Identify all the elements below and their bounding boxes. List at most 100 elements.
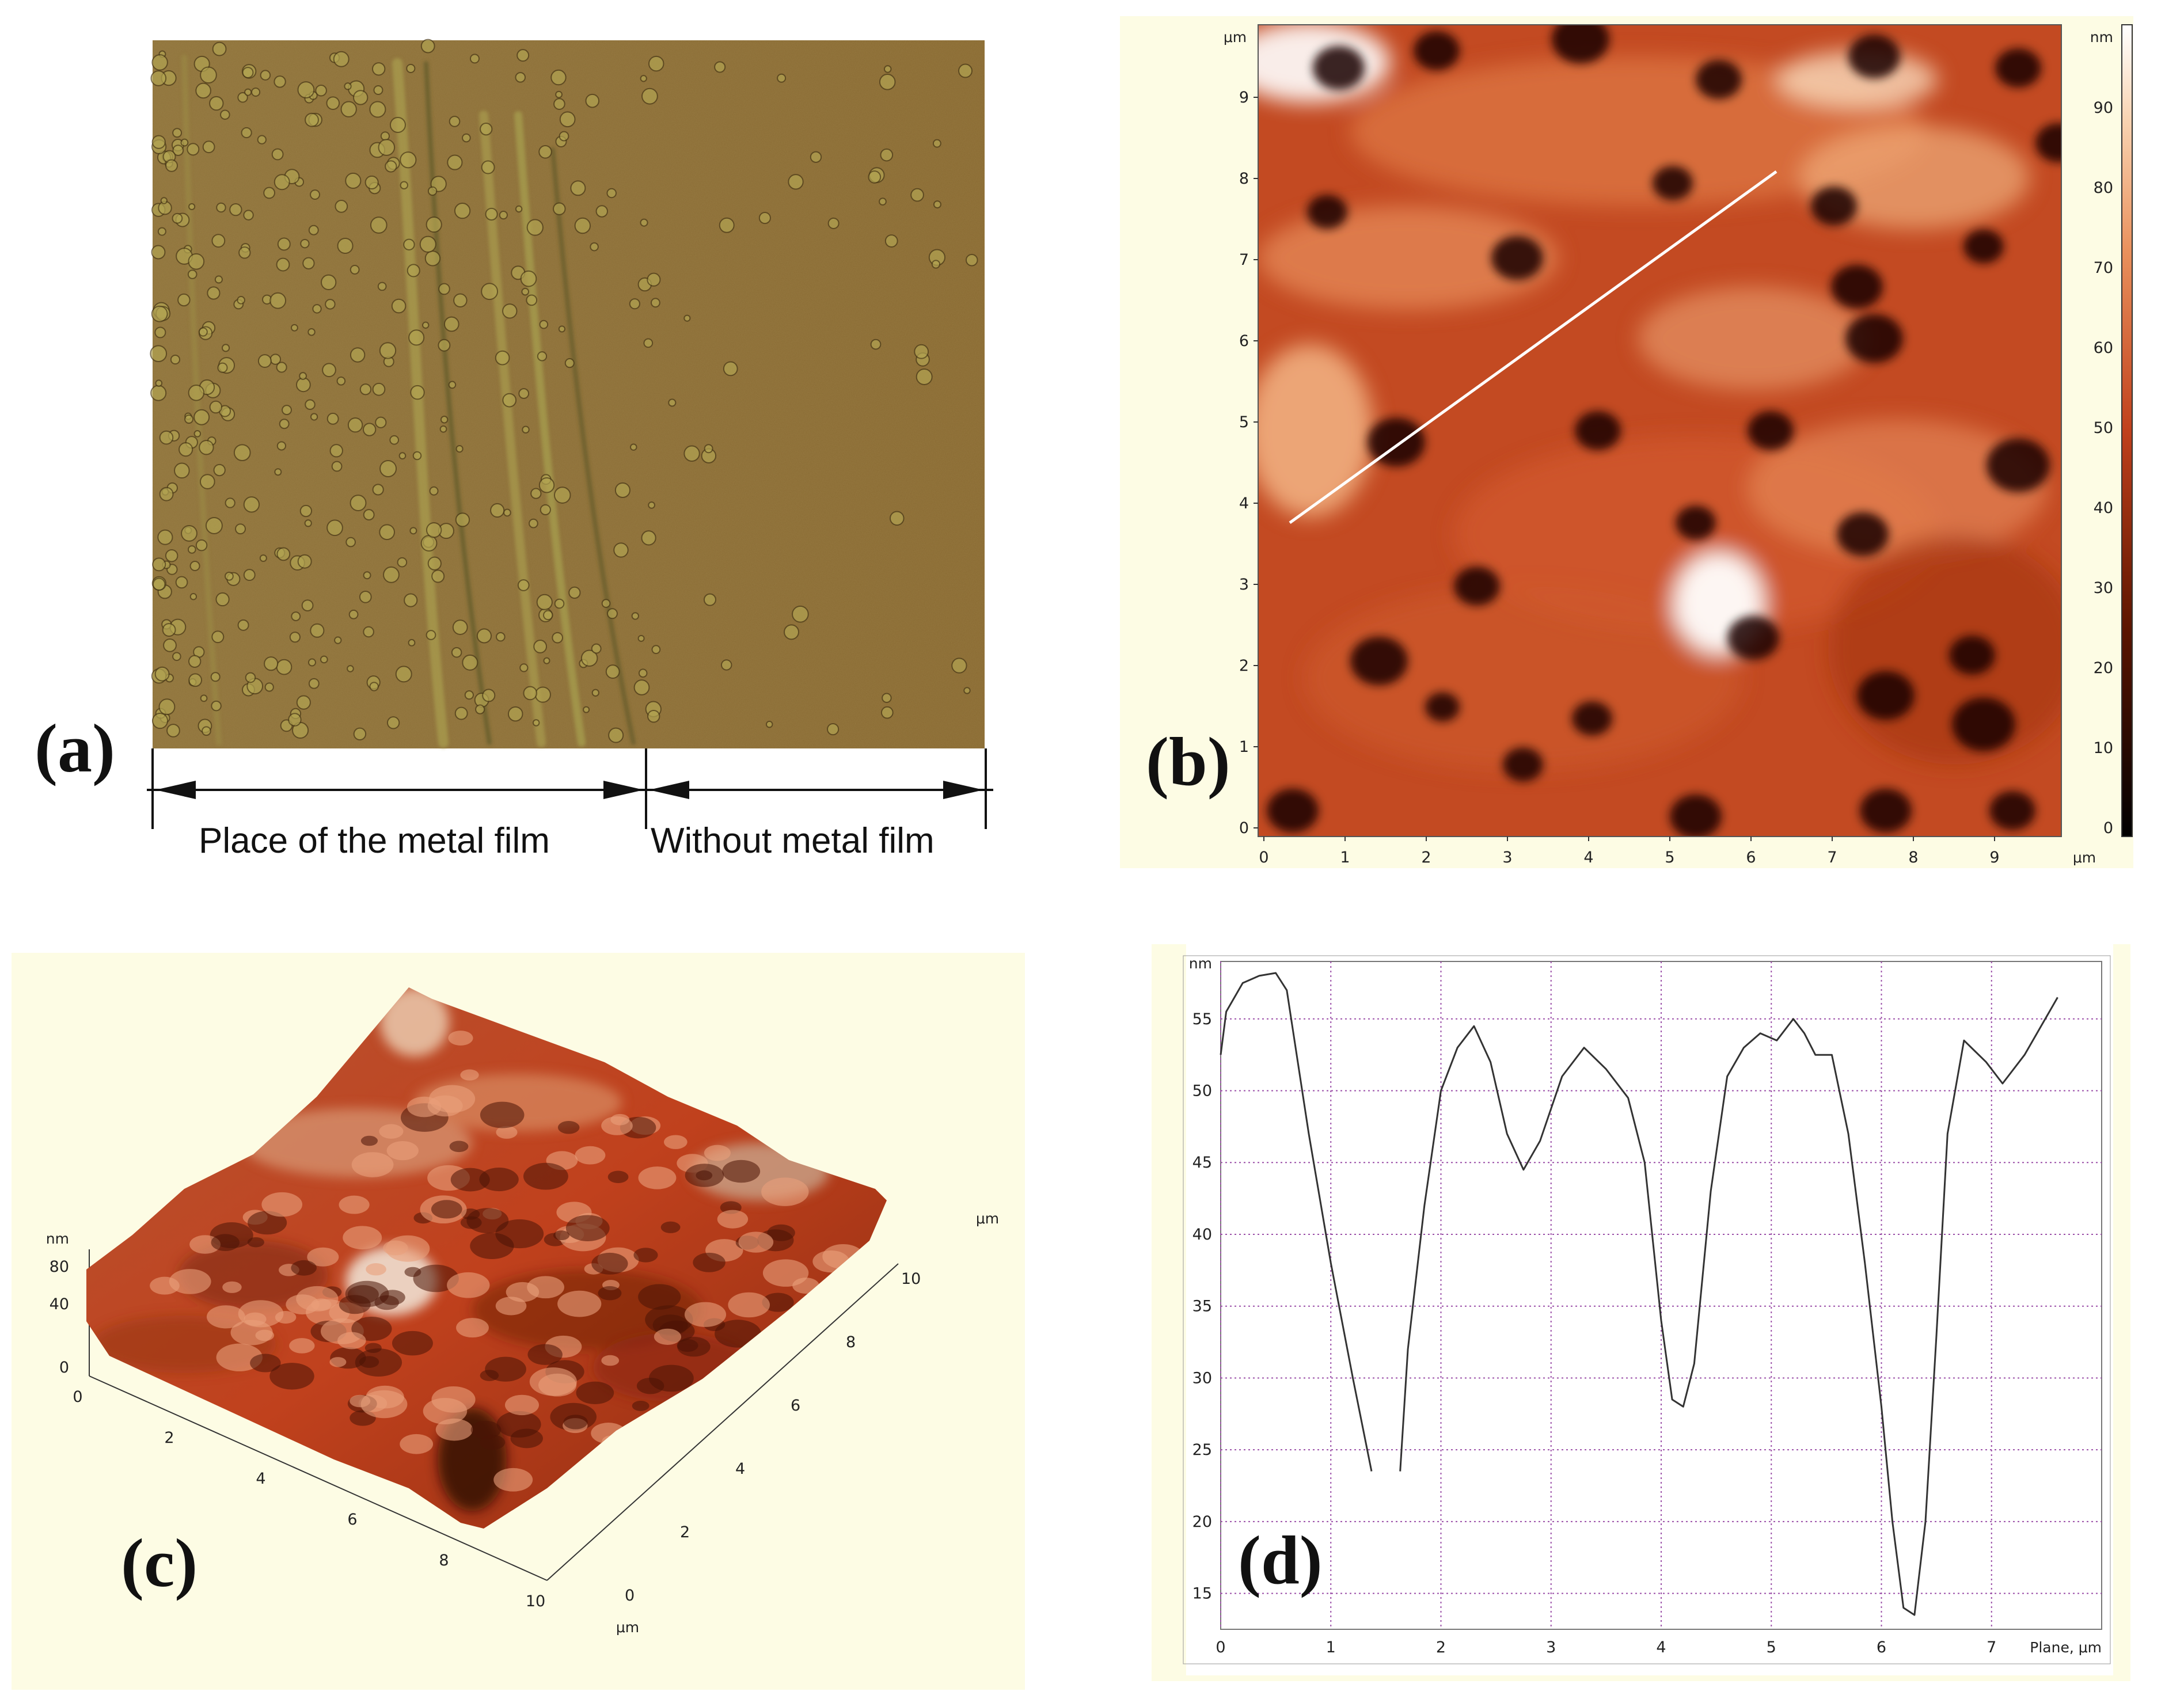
surface-particle (274, 75, 286, 88)
surface-particle (372, 382, 386, 396)
surface-particle (389, 116, 406, 134)
surface-particle (777, 73, 787, 83)
surface-particle (788, 174, 804, 190)
surface-particle (329, 444, 343, 458)
surface-pit (1831, 264, 1883, 309)
surface-valley (557, 1121, 580, 1134)
surface-particle (210, 672, 221, 682)
surface-particle (879, 197, 887, 206)
surface-particle (277, 237, 291, 251)
surface-particle (827, 723, 840, 736)
surface-particle (312, 304, 322, 314)
surface-peak (456, 1318, 489, 1338)
surface-particle (720, 659, 732, 671)
surface-particle (291, 611, 301, 621)
surface-particle (451, 647, 462, 658)
surface-particle (550, 69, 567, 86)
surface-particle (419, 235, 436, 253)
surface-valley (632, 1400, 649, 1411)
surface-particle (507, 706, 523, 722)
surface-pit (1307, 195, 1347, 229)
surface-particle (326, 412, 339, 425)
surface-particle (553, 98, 565, 110)
surface-particle (177, 293, 191, 307)
surface-valley (392, 1331, 433, 1356)
c-y-unit: μm (976, 1210, 999, 1227)
surface-particle (172, 212, 183, 224)
surface-valley (527, 1344, 563, 1365)
surface-particle (299, 372, 307, 380)
surface-particle (555, 90, 563, 98)
c-z-unit: nm (46, 1230, 69, 1247)
surface-particle (606, 608, 618, 619)
surface-particle (290, 324, 298, 332)
surface-particle (868, 170, 882, 184)
surface-peak (296, 1286, 339, 1312)
surface-particle (889, 511, 905, 526)
surface-particle (225, 497, 236, 508)
surface-peak (496, 1126, 518, 1139)
surface-particle (300, 238, 310, 249)
surface-peak (431, 1386, 476, 1413)
surface-particle (585, 93, 600, 108)
surface-particle (951, 657, 967, 674)
surface-particle (188, 253, 205, 270)
surface-particle (334, 636, 342, 644)
b-y-tick: 2 (1239, 657, 1249, 675)
surface-valley (449, 1141, 469, 1153)
surface-peak (684, 1302, 727, 1327)
surface-particle (638, 668, 648, 678)
surface-particle (965, 253, 978, 267)
c-y-tick: 2 (680, 1523, 690, 1541)
surface-particle (421, 321, 430, 329)
surface-peak (460, 1069, 479, 1081)
panel-d-label: (d) (1238, 1522, 1323, 1598)
surface-particle (276, 547, 291, 561)
surface-particle (590, 242, 599, 252)
panel-c-label: (c) (121, 1525, 198, 1601)
b-x-tick: 5 (1665, 849, 1674, 866)
surface-particle (502, 303, 518, 319)
surface-particle (157, 529, 173, 545)
surface-particle (963, 687, 971, 694)
surface-particle (683, 445, 700, 462)
surface-particle (520, 270, 537, 287)
surface-particle (378, 139, 396, 156)
surface-particle (279, 419, 290, 429)
b-x-tick: 8 (1908, 849, 1918, 866)
profile-line-segment (1399, 997, 2058, 1616)
surface-particle (257, 354, 272, 368)
b-x-unit: μm (2073, 849, 2096, 866)
surface-particle (532, 719, 540, 727)
surface-pit (1857, 671, 1915, 720)
surface-particle (455, 512, 470, 527)
surface-particle (490, 503, 505, 518)
surface-peak (717, 1210, 749, 1229)
surface-particle (427, 186, 438, 196)
surface-particle (163, 638, 177, 652)
surface-peak (400, 1434, 434, 1454)
surface-particle (184, 415, 194, 424)
surface-valley (553, 1230, 570, 1241)
surface-pit (1575, 411, 1621, 450)
surface-particle (199, 439, 214, 455)
surface-peak (504, 1394, 540, 1416)
surface-particle (322, 363, 336, 378)
surface-particle (315, 85, 327, 97)
surface-particle (307, 658, 317, 667)
surface-particle (213, 463, 226, 477)
surface-particle (606, 188, 617, 199)
surface-particle (462, 133, 471, 143)
surface-particle (350, 495, 367, 512)
surface-particle (518, 388, 530, 399)
surface-particle (515, 72, 526, 83)
surface-particle (703, 593, 716, 606)
surface-valley (696, 1170, 713, 1181)
surface-peak (447, 1272, 490, 1298)
surface-particle (350, 264, 360, 275)
surface-peak (575, 1146, 606, 1165)
surface-particle (288, 713, 302, 727)
surface-particle (426, 216, 442, 233)
surface-peak (601, 1355, 620, 1366)
surface-particle (151, 135, 166, 149)
